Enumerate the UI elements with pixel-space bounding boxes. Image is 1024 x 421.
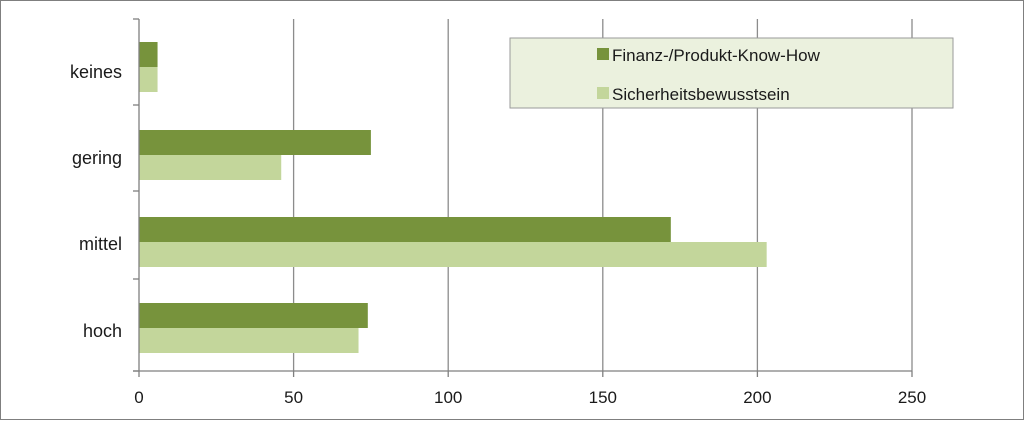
bar-keines-finanz	[139, 42, 158, 67]
bar-hoch-sicherheit	[139, 328, 359, 353]
legend-swatch-finanz	[597, 48, 609, 60]
bar-hoch-finanz	[139, 303, 368, 328]
x-tick-label: 250	[898, 388, 926, 407]
bar-gering-sicherheit	[139, 155, 282, 180]
legend-label-sicherheit: Sicherheitsbewusstsein	[612, 85, 790, 104]
legend-swatch-sicherheit	[597, 87, 609, 99]
bar-gering-finanz	[139, 130, 371, 155]
bars	[139, 42, 767, 353]
x-tick-label: 200	[743, 388, 771, 407]
legend-box	[509, 37, 954, 109]
x-tick-label: 100	[434, 388, 462, 407]
x-tick-label: 0	[134, 388, 143, 407]
x-tick-label: 150	[589, 388, 617, 407]
legend-label-finanz: Finanz-/Produkt-Know-How	[612, 46, 821, 65]
bar-keines-sicherheit	[139, 67, 158, 92]
x-tick-label: 50	[284, 388, 303, 407]
bar-mittel-sicherheit	[139, 242, 767, 267]
category-label: mittel	[79, 234, 122, 254]
category-label: gering	[72, 148, 122, 168]
category-label: keines	[70, 62, 122, 82]
axes: 0 50 100 150 200 250 keines gering mittel hoch	[70, 18, 926, 407]
category-label: hoch	[83, 321, 122, 341]
legend: Finanz-/Produkt-Know-How Sicherheitsbewu…	[509, 37, 954, 109]
bar-mittel-finanz	[139, 217, 671, 242]
